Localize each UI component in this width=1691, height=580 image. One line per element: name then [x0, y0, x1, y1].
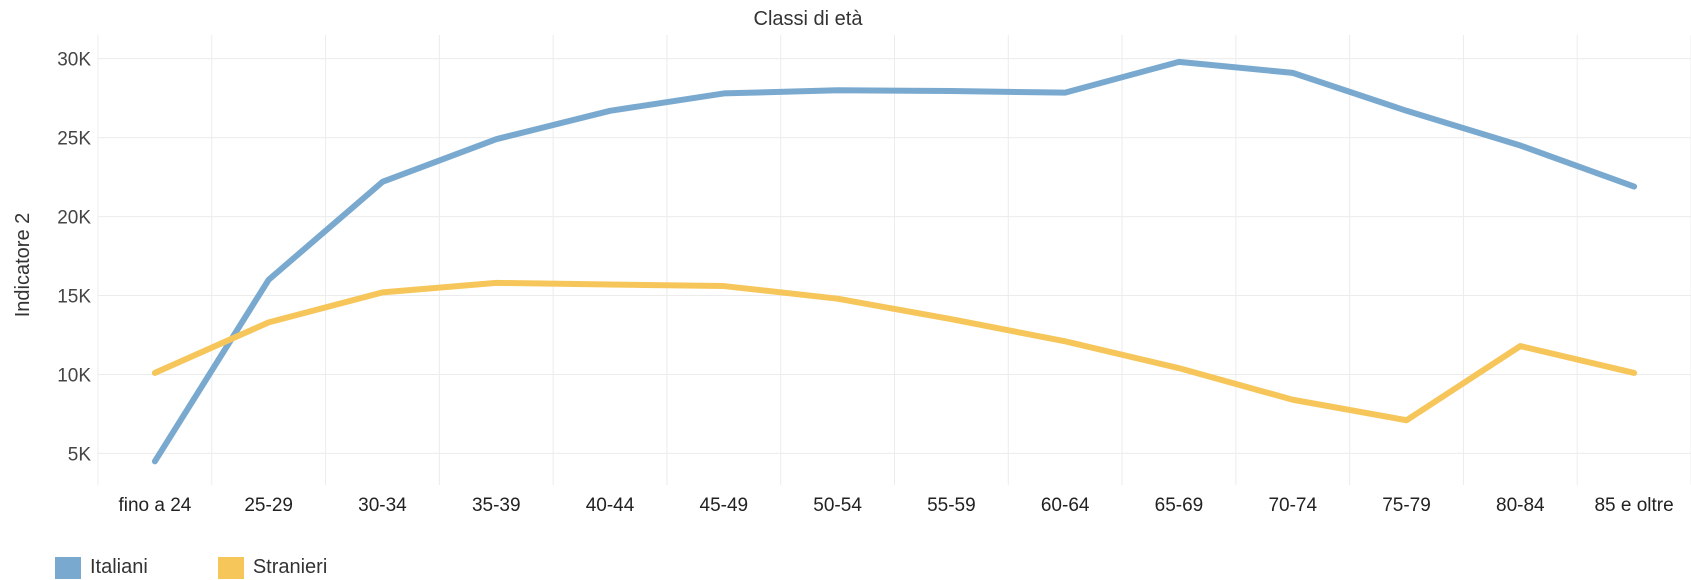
legend-label-italiani: Italiani	[90, 556, 148, 578]
series-lines	[151, 58, 1638, 465]
series-line-italiani[interactable]	[151, 58, 1638, 465]
y-tick-label: 10K	[57, 365, 91, 386]
x-tick-label: 55-59	[927, 495, 976, 516]
chart-title: Classi di età	[753, 8, 863, 30]
y-tick-label: 25K	[57, 129, 91, 150]
x-tick-label: 40-44	[586, 495, 635, 516]
y-axis: 5K 10K 15K 20K 25K 30K	[57, 50, 91, 466]
legend: Italiani Stranieri	[55, 556, 397, 579]
legend-label-stranieri: Stranieri	[252, 556, 328, 578]
y-tick-label: 30K	[57, 50, 91, 71]
legend-swatch-stranieri	[217, 556, 244, 579]
x-tick-label: 25-29	[244, 495, 293, 516]
x-tick-label: 75-79	[1382, 495, 1431, 516]
x-tick-label: 70-74	[1268, 495, 1317, 516]
series-line-stranieri[interactable]	[151, 279, 1638, 424]
y-tick-label: 5K	[68, 444, 92, 465]
x-tick-label: 35-39	[472, 495, 521, 516]
x-tick-label: 50-54	[813, 495, 862, 516]
x-tick-label: 30-34	[358, 495, 407, 516]
legend-swatch-italiani	[55, 556, 81, 579]
x-tick-label: 80-84	[1496, 495, 1545, 516]
x-axis: fino a 24 25-29 30-34 35-39 40-44 45-49 50-54 5…	[118, 495, 1673, 516]
y-tick-label: 15K	[57, 287, 91, 308]
x-tick-label: 65-69	[1155, 495, 1204, 516]
grid	[97, 35, 1691, 485]
x-tick-label: 45-49	[700, 495, 749, 516]
x-tick-label: 85 e oltre	[1594, 495, 1673, 516]
x-tick-label: 60-64	[1041, 495, 1090, 516]
legend-item-italiani[interactable]: Italiani	[55, 556, 148, 579]
legend-item-stranieri[interactable]: Stranieri	[217, 556, 328, 579]
x-tick-label: fino a 24	[118, 495, 191, 516]
y-tick-label: 20K	[57, 208, 91, 229]
y-axis-label: Indicatore 2	[12, 213, 34, 318]
